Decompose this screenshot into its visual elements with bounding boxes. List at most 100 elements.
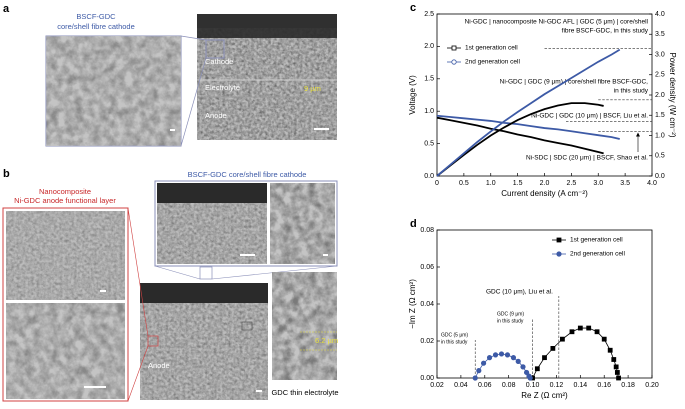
x-tick-label: 2.5: [567, 180, 577, 187]
y2-tick-label: 4.0: [655, 11, 665, 18]
y2-tick-label: 0.5: [655, 153, 665, 160]
panel-b: b BSCF-GDC core/shell fibre cathode Nano…: [2, 168, 339, 402]
y-tick-label: 1.0: [424, 108, 434, 115]
y2-tick-label: 1.0: [655, 132, 665, 139]
y-axis-label: −Im Z (Ω cm²): [408, 279, 417, 329]
zoom-box: [205, 39, 225, 59]
layer-label: Anode: [205, 111, 227, 120]
legend-label: 2nd generation cell: [465, 59, 520, 66]
x-tick-label: 0.06: [478, 382, 492, 389]
marker: [523, 369, 530, 376]
y2-tick-label: 2.0: [655, 92, 665, 99]
annotation: fibre BSCF-GDC, in this study: [562, 28, 649, 35]
y-tick-label: 0.08: [420, 227, 434, 234]
connector: [180, 57, 207, 147]
marker: [614, 370, 620, 375]
y-tick-label: 0.04: [420, 301, 434, 308]
caption: GDC thin electrolyte: [271, 388, 338, 397]
caption: Nanocomposite: [39, 187, 91, 196]
y-tick-label: 0.0: [424, 173, 434, 180]
y-tick-label: 0.00: [420, 375, 434, 382]
sem-texture: [6, 211, 125, 300]
marker: [504, 352, 511, 358]
annotation: Ni-GDC | nanocomposite Ni-GDC AFL | GDC …: [465, 19, 649, 26]
connector: [127, 207, 149, 337]
panel-a: a BSCF-GDC core/shell fibre cathode Cath…: [3, 3, 337, 147]
scale-bar: [100, 290, 106, 292]
legend-label: 1st generation cell: [465, 45, 518, 52]
x-axis-label: Current density (A cm⁻²): [501, 189, 588, 198]
annotation: in this study: [614, 88, 649, 95]
y-tick-label: 0.5: [424, 140, 434, 147]
annotation: in this study: [497, 318, 524, 324]
frame: [154, 180, 338, 267]
y2-tick-label: 3.5: [655, 31, 665, 38]
panel-label: b: [3, 168, 10, 180]
marker: [586, 325, 592, 331]
legend-marker: [451, 45, 457, 51]
sem-texture: [270, 183, 335, 264]
y2-tick-label: 2.5: [655, 72, 665, 79]
x-tick-label: 0.10: [526, 382, 540, 389]
connector: [180, 35, 207, 41]
legend-label: 1st generation cell: [570, 237, 623, 244]
y2-tick-label: 3.0: [655, 51, 665, 58]
marker: [594, 329, 600, 335]
marker: [498, 351, 505, 357]
caption: BSCF-GDC core/shell fibre cathode: [188, 170, 307, 179]
marker: [480, 360, 487, 366]
x-tick-label: 0.12: [550, 382, 564, 389]
x-axis-label: Re Z (Ω cm²): [521, 391, 568, 400]
connector: [154, 265, 201, 280]
thickness-label: 9 µm: [304, 84, 321, 93]
x-tick-label: 0.14: [574, 382, 588, 389]
x-tick-label: 0: [435, 180, 439, 187]
marker: [569, 329, 575, 335]
connector: [127, 345, 149, 402]
panel-label: d: [410, 218, 417, 230]
x-tick-label: 0.18: [621, 382, 635, 389]
marker: [520, 364, 526, 370]
y-tick-label: 2.0: [424, 43, 434, 50]
series-line: [436, 48, 621, 177]
x-tick-label: 2.0: [540, 180, 550, 187]
sem-texture: [157, 200, 267, 264]
series-line: [436, 114, 620, 140]
y-tick-label: 0.02: [420, 338, 434, 345]
annotation: GDC (10 μm), Liu et al.: [486, 289, 553, 296]
x-tick-label: 3.5: [620, 180, 630, 187]
x-tick-label: 0.16: [597, 382, 611, 389]
y-axis-label: Voltage (V): [408, 75, 417, 115]
y2-tick-label: 0.0: [655, 173, 665, 180]
annotation: Ni-GDC | GDC (9 μm) | core/shell fibre B…: [500, 79, 649, 86]
marker: [613, 364, 619, 370]
marker: [492, 352, 499, 358]
marker: [534, 366, 540, 372]
y-tick-label: 0.06: [420, 264, 434, 271]
panel-label: a: [3, 3, 10, 15]
x-tick-label: 0.04: [454, 382, 468, 389]
marker: [486, 355, 493, 361]
annotation: Ni-SDC | SDC (20 μm) | BSCF, Shao et al.: [526, 155, 648, 162]
x-tick-label: 0.20: [645, 382, 659, 389]
marker: [577, 325, 583, 331]
marker: [527, 375, 533, 381]
layer-label: Cathode: [205, 57, 233, 66]
panel-label: c: [410, 2, 416, 14]
marker: [515, 358, 521, 364]
caption: BSCF-GDC: [76, 12, 116, 21]
sem-texture: [197, 28, 337, 140]
x-tick-label: 1.0: [486, 180, 496, 187]
frame: [2, 207, 129, 402]
zoom-box: [199, 266, 213, 280]
legend-marker: [451, 59, 457, 65]
legend-label: 2nd generation cell: [570, 251, 625, 258]
marker: [510, 355, 517, 361]
annotation: GDC (9 μm): [497, 311, 524, 317]
y2-axis-label: Power density (W cm⁻²): [668, 52, 677, 137]
sem-texture: [46, 36, 181, 146]
scale-bar: [314, 128, 329, 130]
marker: [542, 355, 547, 361]
caption: core/shell fibre cathode: [57, 22, 135, 31]
